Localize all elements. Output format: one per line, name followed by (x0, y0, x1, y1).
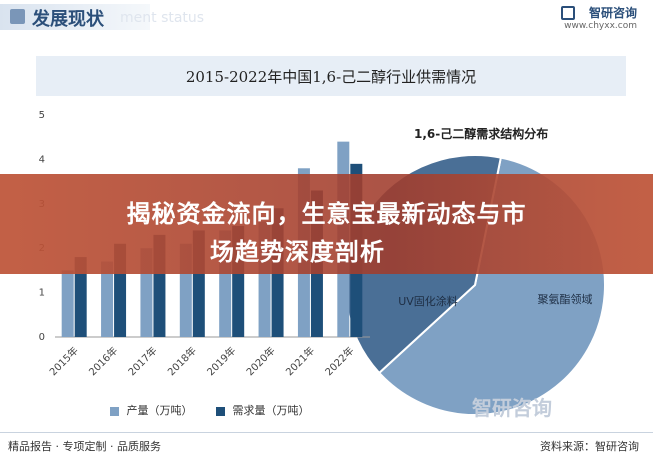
bar-demand (74, 257, 87, 337)
bar-production (101, 261, 114, 337)
section-title: 发展现状 (32, 9, 104, 30)
pie-slice-label: 聚氨酯领域 (538, 293, 593, 306)
headline-line-2: 场趋势深度剖析 (210, 238, 385, 266)
x-tick-label: 2016年 (86, 344, 120, 378)
brand: 智研咨询 www.chyxx.com (564, 4, 637, 31)
legend-item-demand: 需求量（万吨） (216, 402, 310, 418)
y-tick-label: 0 (39, 332, 45, 343)
x-tick-label: 2018年 (165, 344, 199, 378)
headline-line-1: 揭秘资金流向，生意宝最新动态与市 (126, 200, 527, 228)
legend-swatch-demand (216, 406, 225, 416)
headline-banner: 揭秘资金流向，生意宝最新动态与市 场趋势深度剖析 (0, 174, 653, 274)
x-tick-label: 2015年 (47, 344, 81, 378)
section-subtitle: ment status (120, 10, 205, 26)
legend-label-production: 产量（万吨） (126, 404, 193, 417)
footer: 精品报告 · 专项定制 · 品质服务 资料来源：智研咨询 (0, 432, 653, 455)
top-bar: 发展现状 ment status 智研咨询 www.chyxx.com (0, 0, 653, 38)
footer-services: 精品报告 · 专项定制 · 品质服务 (8, 440, 161, 453)
y-tick-label: 5 (39, 110, 45, 121)
legend-swatch-production (110, 406, 119, 416)
chart-header: 2015-2022年中国1,6-己二醇行业供需情况 (36, 56, 626, 96)
x-tick-label: 2017年 (125, 344, 159, 378)
y-tick-label: 1 (39, 288, 45, 299)
chart-legend: 产量（万吨） 需求量（万吨） (110, 402, 330, 418)
footer-source: 资料来源：智研咨询 (540, 440, 639, 453)
x-tick-label: 2020年 (243, 344, 277, 378)
x-tick-label: 2019年 (204, 344, 238, 378)
brand-name: 智研咨询 (588, 6, 637, 20)
y-tick-label: 4 (39, 154, 45, 165)
x-tick-label: 2022年 (322, 344, 356, 378)
brand-url: www.chyxx.com (564, 21, 637, 31)
pie-slice-label: UV固化涂料 (398, 294, 458, 308)
section-icon (10, 9, 25, 24)
legend-label-demand: 需求量（万吨） (232, 404, 310, 417)
pie-title: 1,6-己二醇需求结构分布 (414, 127, 549, 141)
bar-production (61, 270, 74, 337)
watermark-logo: 智研咨询 (472, 396, 552, 420)
chart-title: 2015-2022年中国1,6-己二醇行业供需情况 (185, 68, 477, 86)
legend-item-production: 产量（万吨） (110, 402, 193, 418)
x-tick-label: 2021年 (283, 344, 317, 378)
brand-logo-icon (561, 6, 575, 20)
title-background (0, 4, 150, 30)
